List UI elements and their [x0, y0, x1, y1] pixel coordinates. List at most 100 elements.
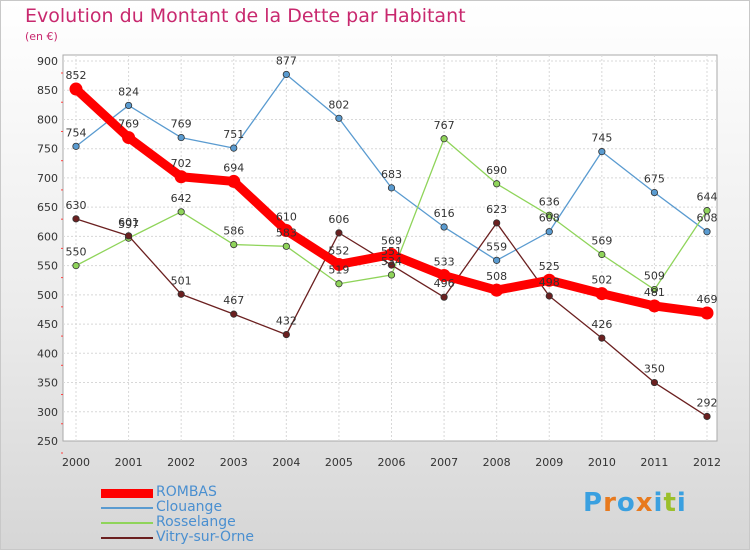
data-point — [177, 208, 185, 216]
y-tick-label: 350 — [37, 377, 58, 390]
data-point — [72, 262, 80, 270]
x-tick-label: 2009 — [535, 456, 563, 469]
brand-logo-letter: r — [603, 488, 617, 518]
data-point — [493, 219, 501, 227]
data-label: 292 — [697, 396, 718, 409]
x-tick-label: 2006 — [378, 456, 406, 469]
y-tick-label: 450 — [37, 318, 58, 331]
data-point — [230, 240, 238, 249]
data-label: 467 — [223, 294, 244, 307]
x-tick-label: 2012 — [693, 456, 721, 469]
data-label: 745 — [591, 132, 612, 145]
brand-logo-letter: t — [663, 488, 677, 518]
data-label: 606 — [328, 213, 349, 226]
chart-title: Evolution du Montant de la Dette par Hab… — [25, 5, 466, 27]
data-point — [177, 290, 185, 298]
y-tick-label: 750 — [37, 143, 58, 156]
data-point — [72, 142, 80, 150]
data-label: 852 — [66, 69, 87, 82]
data-point — [490, 283, 504, 297]
data-label: 608 — [539, 212, 560, 225]
data-label: 630 — [66, 199, 87, 212]
data-label: 769 — [171, 118, 192, 131]
data-point — [545, 292, 553, 300]
data-label: 501 — [171, 274, 192, 287]
y-tick-label: 800 — [37, 113, 58, 126]
legend-swatch — [101, 507, 153, 509]
data-point — [227, 174, 241, 188]
y-tick-label: 400 — [37, 347, 58, 360]
data-point — [650, 378, 659, 387]
data-point — [387, 271, 396, 279]
data-point — [545, 211, 553, 219]
data-point — [598, 334, 606, 342]
data-point — [440, 293, 448, 301]
data-point — [230, 144, 238, 152]
y-tick-label: 300 — [37, 406, 58, 419]
data-point — [598, 250, 606, 259]
data-label: 586 — [223, 225, 244, 238]
data-label: 690 — [486, 164, 507, 177]
data-label: 509 — [644, 270, 665, 283]
data-label: 502 — [591, 274, 612, 287]
data-label: 751 — [223, 128, 244, 141]
legend-label: Clouange — [156, 499, 223, 515]
data-point — [279, 224, 293, 238]
y-tick-label: 250 — [37, 435, 58, 448]
data-label: 481 — [644, 286, 665, 299]
brand-logo-letter: P — [583, 488, 604, 518]
data-point — [387, 261, 396, 269]
data-label: 559 — [486, 240, 507, 253]
data-label: 642 — [171, 192, 192, 205]
data-point — [703, 412, 711, 421]
data-point — [332, 257, 346, 271]
data-label: 644 — [697, 191, 718, 204]
x-tick-label: 2000 — [62, 456, 90, 469]
data-label: 569 — [591, 235, 612, 248]
data-label: 610 — [276, 211, 297, 224]
data-label: 754 — [66, 126, 87, 139]
data-point — [124, 232, 133, 240]
data-label: 508 — [486, 270, 507, 283]
legend-label: Vitry-sur-Orne — [156, 529, 254, 545]
data-label: 426 — [591, 318, 612, 331]
data-label: 597 — [118, 218, 139, 231]
data-point — [174, 170, 188, 184]
data-label: 601 — [118, 216, 139, 229]
brand-logo-letter: x — [635, 488, 654, 518]
data-label: 636 — [539, 195, 560, 208]
data-point — [122, 131, 136, 145]
legend-swatch — [101, 522, 153, 524]
x-tick-label: 2007 — [430, 456, 458, 469]
data-point — [387, 184, 396, 192]
data-label: 551 — [381, 245, 402, 258]
data-label: 683 — [381, 168, 402, 181]
y-tick-label: 700 — [37, 172, 58, 185]
data-label: 519 — [328, 264, 349, 277]
y-tick-label: 650 — [37, 201, 58, 214]
brand-logo: Proxiti — [583, 488, 687, 518]
data-label: 552 — [328, 244, 349, 257]
data-label: 877 — [276, 54, 297, 67]
data-point — [440, 135, 448, 143]
data-label: 623 — [486, 203, 507, 216]
data-label: 350 — [644, 363, 665, 376]
legend-swatch — [101, 537, 153, 539]
y-tick-label: 550 — [37, 260, 58, 273]
data-point — [282, 242, 290, 250]
data-point — [700, 306, 714, 320]
data-label: 802 — [328, 98, 349, 111]
data-label: 550 — [66, 246, 87, 259]
data-point — [335, 114, 343, 122]
data-label: 608 — [697, 212, 718, 225]
x-tick-label: 2002 — [167, 456, 195, 469]
data-point — [335, 280, 343, 288]
data-point — [542, 273, 556, 287]
x-tick-label: 2008 — [483, 456, 511, 469]
data-point — [72, 215, 80, 223]
data-point — [282, 330, 290, 339]
x-tick-label: 2011 — [640, 456, 668, 469]
data-label: 498 — [539, 276, 560, 289]
chart-subtitle: (en €) — [25, 30, 58, 43]
